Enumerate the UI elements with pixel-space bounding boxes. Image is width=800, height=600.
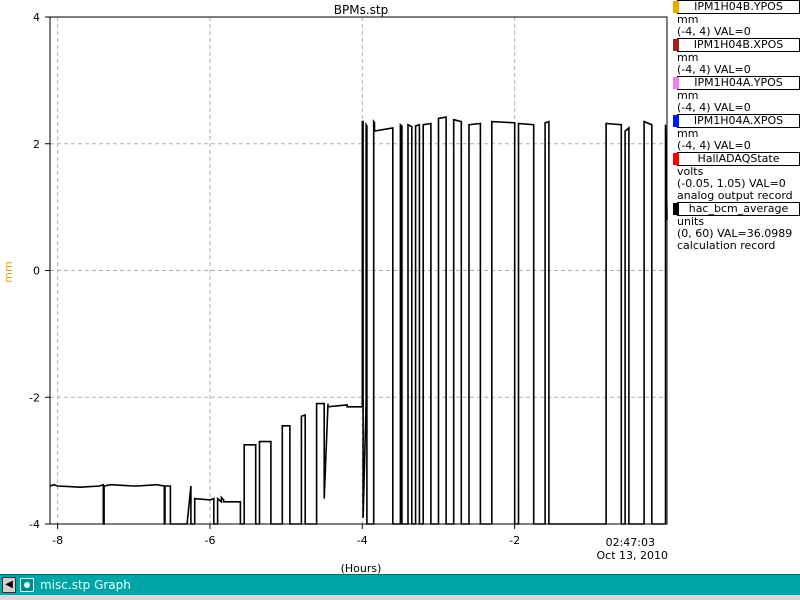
y-tick-label: 4	[33, 11, 40, 24]
x-axis-label: (Hours)	[341, 562, 382, 574]
series-layer	[49, 116, 668, 525]
legend-unit: mm	[677, 127, 699, 140]
legend-swatch	[673, 203, 679, 215]
chart-title: BPMs.stp	[334, 3, 388, 17]
bottom-strip	[0, 595, 800, 600]
y-axis-label: mm	[2, 261, 15, 282]
legend-unit: units	[677, 215, 705, 228]
legend-swatch	[673, 39, 679, 51]
legend: IPM1H04B.YPOS mm (-4, 4) VAL=0 IPM1H04B.XPO…	[673, 0, 800, 252]
axis-ticks: 4 2 0 -2 -4 -8 -6 -4 -2	[29, 11, 520, 547]
plot-frame	[49, 16, 668, 525]
legend-swatch	[673, 1, 679, 13]
scroll-left-arrow-icon[interactable]: ◀	[2, 577, 16, 593]
grid-lines	[50, 17, 667, 524]
legend-extra: calculation record	[677, 239, 776, 252]
legend-range: (-0.05, 1.05) VAL=0	[677, 177, 786, 190]
taskbar: ◀ misc.stp Graph	[0, 574, 800, 595]
legend-series-name[interactable]: hac_bcm_average	[677, 202, 800, 216]
legend-range: (0, 60) VAL=36.0989	[677, 227, 793, 240]
legend-series-name[interactable]: IPM1H04B.YPOS	[677, 0, 800, 14]
legend-item[interactable]: IPM1H04A.XPOS mm (-4, 4) VAL=0	[673, 114, 800, 152]
x-tick-label: -4	[357, 534, 368, 547]
y-tick-label: 0	[33, 265, 40, 278]
taskbar-title[interactable]: misc.stp Graph	[40, 578, 131, 592]
legend-range: (-4, 4) VAL=0	[677, 63, 751, 76]
legend-unit: volts	[677, 165, 704, 178]
legend-item[interactable]: IPM1H04A.YPOS mm (-4, 4) VAL=0	[673, 76, 800, 114]
legend-range: (-4, 4) VAL=0	[677, 25, 751, 38]
x-tick-label: -8	[52, 534, 63, 547]
end-date-label: Oct 13, 2010	[597, 549, 669, 562]
legend-unit: mm	[677, 13, 699, 26]
legend-series-name[interactable]: IPM1H04A.XPOS	[677, 114, 800, 128]
legend-swatch	[673, 115, 679, 127]
end-time-label: 02:47:03	[606, 536, 655, 549]
legend-item[interactable]: hac_bcm_average units (0, 60) VAL=36.0989 c…	[673, 202, 800, 252]
legend-unit: mm	[677, 89, 699, 102]
x-tick-label: -6	[204, 534, 215, 547]
y-tick-label: 2	[33, 138, 40, 151]
window-button-icon[interactable]	[20, 578, 34, 592]
legend-item[interactable]: IPM1H04B.YPOS mm (-4, 4) VAL=0	[673, 0, 800, 38]
legend-item[interactable]: HallADAQState volts (-0.05, 1.05) VAL=0 ana…	[673, 152, 800, 202]
y-tick-label: -4	[29, 518, 40, 531]
legend-series-name[interactable]: HallADAQState	[677, 152, 800, 166]
legend-item[interactable]: IPM1H04B.XPOS mm (-4, 4) VAL=0	[673, 38, 800, 76]
legend-unit: mm	[677, 51, 699, 64]
legend-range: (-4, 4) VAL=0	[677, 139, 751, 152]
series-line-hac_bcm_average	[49, 116, 668, 525]
legend-extra: analog output record	[677, 189, 793, 202]
legend-swatch	[673, 77, 679, 89]
x-tick-label: -2	[509, 534, 520, 547]
strip-chart: BPMs.stp mm (Hours) 02:47:03 Oct 13, 201…	[2, 3, 669, 574]
legend-series-name[interactable]: IPM1H04A.YPOS	[677, 76, 800, 90]
legend-series-name[interactable]: IPM1H04B.XPOS	[677, 38, 800, 52]
legend-swatch	[673, 153, 679, 165]
y-tick-label: -2	[29, 391, 40, 404]
legend-range: (-4, 4) VAL=0	[677, 101, 751, 114]
